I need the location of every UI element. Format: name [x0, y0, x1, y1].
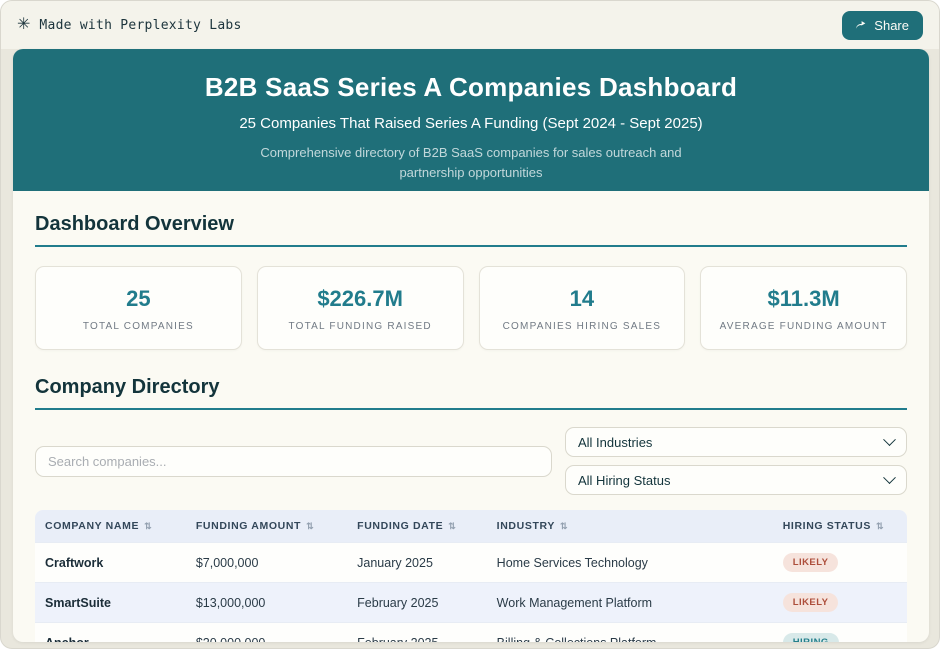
brand: ✳ Made with Perplexity Labs [17, 17, 242, 33]
cell-funding-date: February 2025 [347, 636, 487, 643]
status-badge: LIKELY [782, 553, 839, 572]
column-header-industry[interactable]: INDUSTRY ⇅ [487, 520, 773, 532]
cell-hiring-status: HIRING [773, 633, 907, 642]
stat-card-total-companies: 25 TOTAL COMPANIES [35, 266, 242, 350]
content-area: Dashboard Overview 25 TOTAL COMPANIES $2… [13, 213, 929, 642]
search-wrap [35, 427, 552, 495]
share-icon [856, 20, 866, 29]
table-row[interactable]: Anchor $20,000,000 February 2025 Billing… [35, 622, 907, 642]
cell-funding-date: January 2025 [357, 555, 433, 570]
column-label: HIRING STATUS [782, 520, 871, 532]
status-badge: LIKELY [782, 593, 839, 612]
column-header-funding-date[interactable]: FUNDING DATE ⇅ [347, 520, 487, 532]
cell-industry: Billing & Collections Platform [487, 636, 773, 643]
cell-funding-date: February 2025 [357, 595, 439, 610]
stat-card-total-funding: $226.7M TOTAL FUNDING RAISED [256, 266, 464, 350]
directory-section-heading: Company Directory [35, 376, 907, 410]
sort-icon[interactable]: ⇅ [448, 520, 457, 531]
industry-filter-value: All Industries [578, 434, 653, 450]
industry-filter-select[interactable]: All Industries [565, 427, 907, 457]
cell-hiring-status: LIKELY [773, 593, 907, 612]
column-header-funding-amount[interactable]: FUNDING AMOUNT ⇅ [186, 520, 347, 532]
stat-label: COMPANIES HIRING SALES [502, 321, 662, 332]
cell-funding-amount: $7,000,000 [195, 555, 259, 570]
main-card: B2B SaaS Series A Companies Dashboard 25… [13, 49, 929, 642]
page-subtitle: 25 Companies That Raised Series A Fundin… [239, 115, 703, 132]
hiring-filter-value: All Hiring Status [578, 472, 671, 488]
stats-row: 25 TOTAL COMPANIES $226.7M TOTAL FUNDING… [35, 266, 907, 350]
cell-hiring-status: LIKELY [773, 553, 907, 572]
hiring-status-filter-select[interactable]: All Hiring Status [565, 465, 907, 495]
column-header-hiring-status[interactable]: HIRING STATUS ⇅ [773, 520, 907, 532]
sort-icon[interactable]: ⇅ [144, 520, 153, 531]
chevron-down-icon [883, 470, 896, 484]
stat-label: AVERAGE FUNDING AMOUNT [719, 321, 888, 332]
top-bar: ✳ Made with Perplexity Labs Share [1, 1, 939, 49]
column-label: FUNDING AMOUNT [195, 520, 302, 532]
filters-row: All Industries All Hiring Status [35, 427, 907, 495]
cell-funding-amount: $13,000,000 [195, 595, 266, 610]
column-label: FUNDING DATE [357, 520, 444, 532]
table-header-row: COMPANY NAME ⇅ FUNDING AMOUNT ⇅ FUNDING … [35, 510, 907, 542]
table-row[interactable]: SmartSuite $13,000,000 February 2025 Wor… [35, 582, 907, 622]
sort-icon[interactable]: ⇅ [306, 520, 315, 531]
status-badge: HIRING [782, 633, 839, 642]
column-label: COMPANY NAME [45, 520, 140, 532]
stat-value: $226.7M [317, 286, 403, 311]
cell-industry: Work Management Platform [496, 595, 653, 610]
cell-company-name: Anchor [35, 636, 186, 643]
table-row[interactable]: Craftwork $7,000,000 January 2025 Home S… [35, 542, 907, 582]
page-title: B2B SaaS Series A Companies Dashboard [204, 72, 738, 102]
stat-value: 14 [569, 286, 595, 311]
page-description: Comprehensive directory of B2B SaaS comp… [260, 145, 682, 180]
filter-selects: All Industries All Hiring Status [565, 427, 907, 495]
cell-funding-amount: $20,000,000 [186, 636, 347, 643]
search-input[interactable] [35, 445, 552, 477]
hero-header: B2B SaaS Series A Companies Dashboard 25… [13, 49, 929, 191]
brand-text: Made with Perplexity Labs [39, 17, 242, 33]
stat-card-average-funding: $11.3M AVERAGE FUNDING AMOUNT [700, 266, 907, 350]
chevron-down-icon [883, 432, 896, 446]
cell-industry: Home Services Technology [496, 555, 648, 570]
cell-company-name: Craftwork [45, 555, 104, 570]
companies-table: COMPANY NAME ⇅ FUNDING AMOUNT ⇅ FUNDING … [35, 510, 907, 642]
sort-icon[interactable]: ⇅ [560, 520, 569, 531]
column-label: INDUSTRY [496, 520, 555, 532]
stat-value: $11.3M [767, 286, 840, 311]
stat-card-hiring-sales: 14 COMPANIES HIRING SALES [478, 266, 686, 350]
cell-company-name: SmartSuite [45, 595, 111, 610]
stat-label: TOTAL COMPANIES [82, 321, 194, 332]
stat-label: TOTAL FUNDING RAISED [288, 321, 432, 332]
overview-section-heading: Dashboard Overview [35, 213, 907, 247]
share-button-label: Share [874, 17, 909, 33]
stat-value: 25 [126, 286, 151, 311]
perplexity-logo-icon: ✳ [17, 16, 31, 33]
share-button[interactable]: Share [842, 10, 923, 40]
column-header-company-name[interactable]: COMPANY NAME ⇅ [35, 520, 186, 532]
sort-icon[interactable]: ⇅ [876, 520, 885, 531]
